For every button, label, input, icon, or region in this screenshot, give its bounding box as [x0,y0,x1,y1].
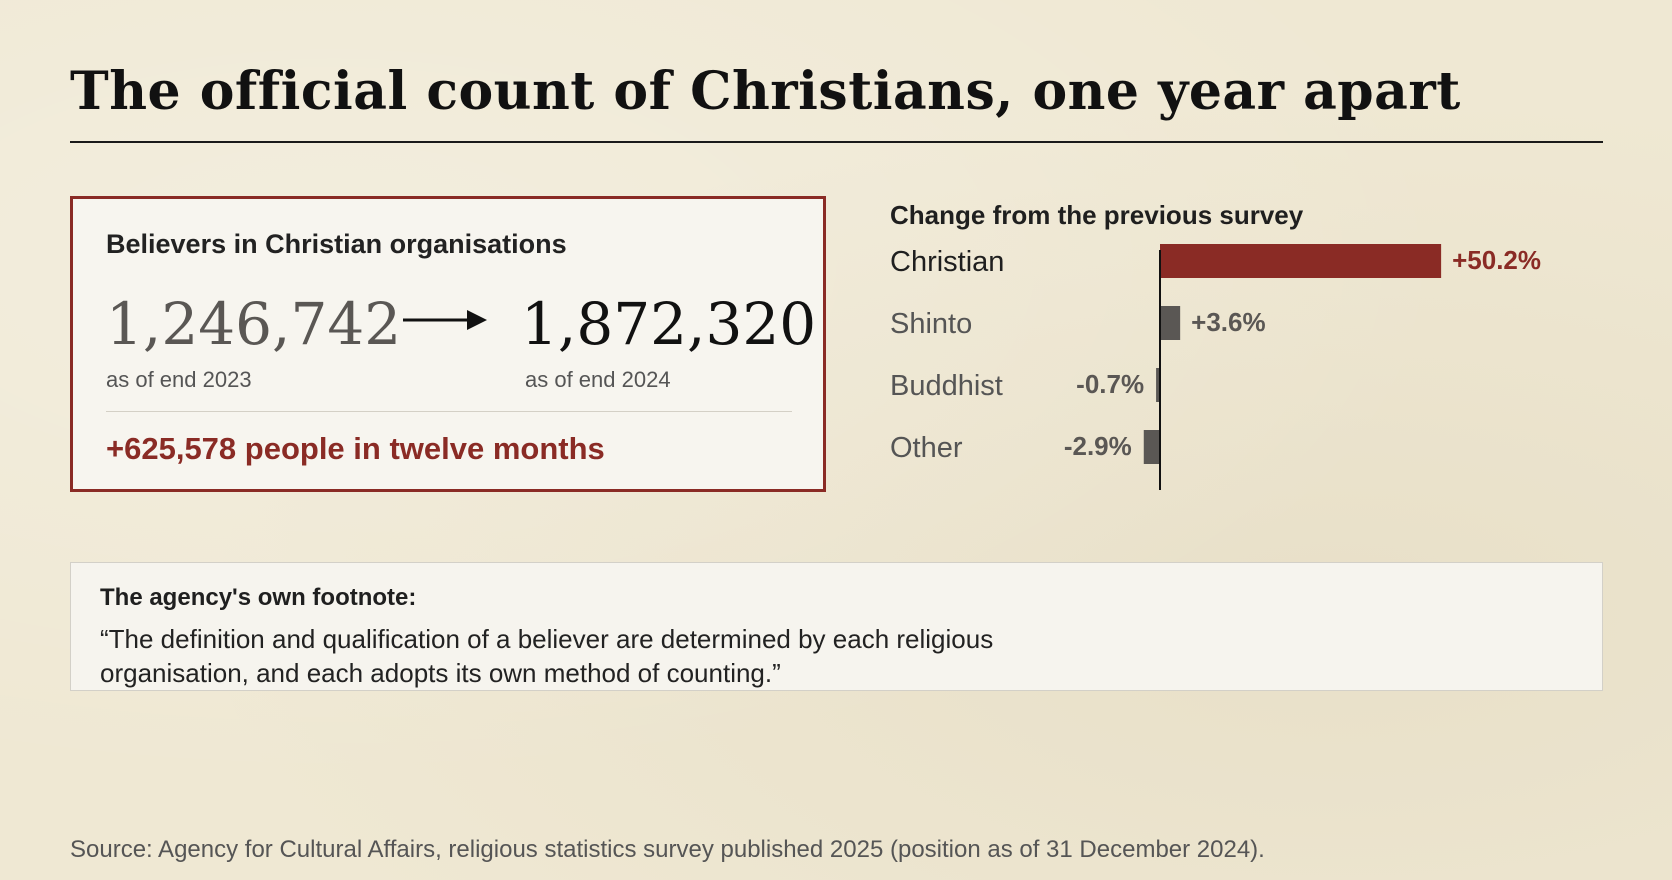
count-2023: 1,246,742 [106,290,402,358]
change-bar-chart: Christian +50.2% Shinto +3.6% Buddhist -0.7% O… [880,240,1600,500]
arrow-right-icon [403,310,487,330]
page-title: The official count of Christians, one ye… [70,61,1461,122]
change-summary: +625,578 people in twelve months [106,431,605,466]
footnote-title: The agency's own footnote: [100,584,417,611]
believers-card: Believers in Christian organisations 1,2… [70,196,826,492]
footnote-text: “The definition and qualification of a b… [100,624,994,688]
value-label: -2.9% [1064,431,1132,461]
bar-shinto [1160,306,1181,340]
value-label: +3.6% [1191,307,1265,337]
title-divider [70,141,1603,143]
category-label: Other [890,432,963,464]
category-label: Shinto [890,308,972,340]
category-label: Christian [890,246,1004,278]
source-note: Source: Agency for Cultural Affairs, rel… [70,836,1265,863]
value-label: -0.7% [1076,369,1144,399]
category-label: Buddhist [890,370,1003,402]
chart-title: Change from the previous survey [890,200,1304,230]
footnote-box: The agency's own footnote: “The definiti… [70,562,1603,691]
count-2024-label: as of end 2024 [525,367,671,392]
bar-other [1143,430,1160,464]
bar-chart-svg: Christian +50.2% Shinto +3.6% Buddhist -0.7% O… [890,244,1541,490]
value-label: +50.2% [1452,245,1541,275]
bar-buddhist [1156,368,1160,402]
card-divider [106,411,792,412]
card-title: Believers in Christian organisations [106,229,567,259]
count-2023-label: as of end 2023 [106,367,252,392]
bar-christian [1160,244,1442,278]
count-2024: 1,872,320 [521,290,817,358]
